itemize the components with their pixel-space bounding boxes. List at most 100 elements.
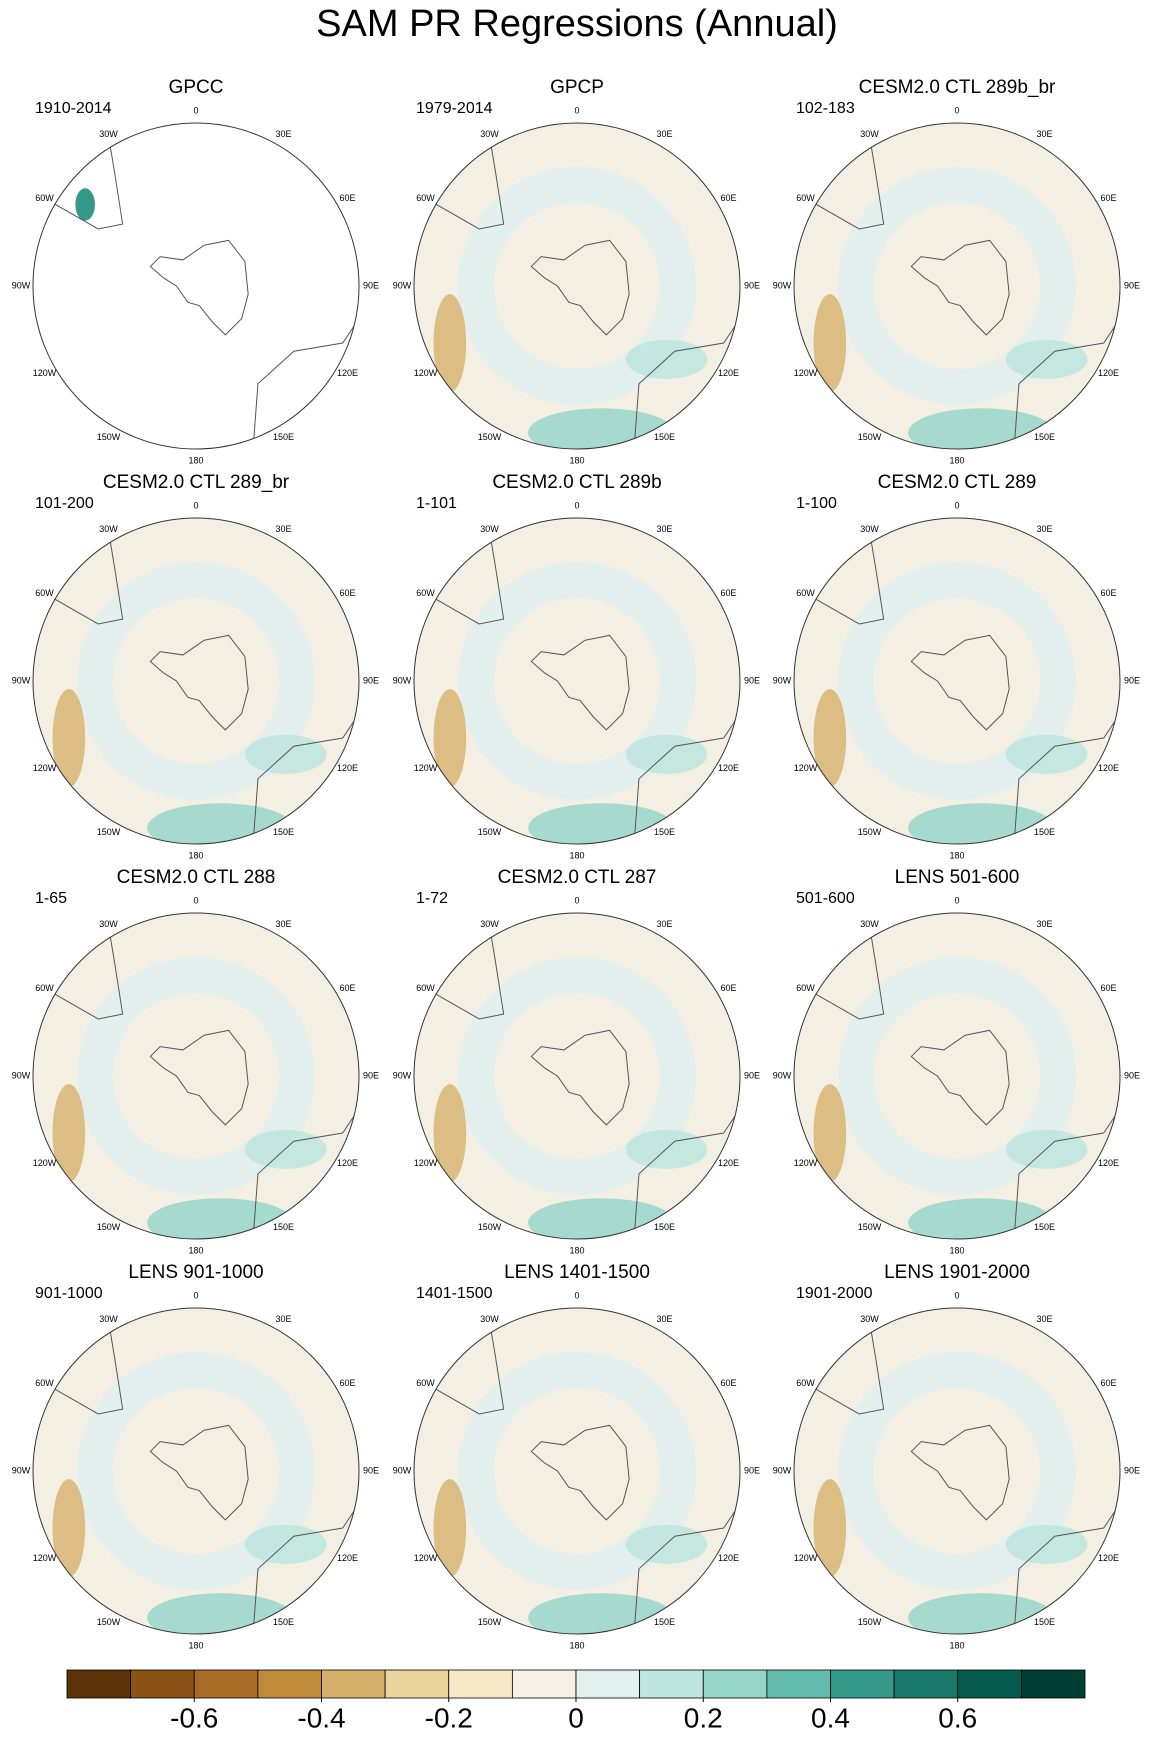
longitude-label: 0 [193, 105, 198, 115]
ring-band [458, 1352, 696, 1590]
colorbar-tick-label: -0.2 [425, 1702, 473, 1733]
longitude-label: 150E [1034, 432, 1055, 442]
map [794, 913, 1120, 1239]
blob [813, 1479, 847, 1577]
longitude-label: 30E [275, 129, 291, 139]
longitude-label: 60W [35, 193, 54, 203]
longitude-label: 30E [275, 919, 291, 929]
antarctica [910, 239, 1010, 336]
south-america [421, 913, 505, 1020]
map-border [32, 517, 360, 845]
longitude-label: 150W [858, 1222, 882, 1232]
australia [252, 318, 359, 449]
longitude-label: 120E [718, 1553, 739, 1563]
longitude-label: 0 [193, 895, 198, 905]
colorbar-box [321, 1669, 386, 1699]
longitude-label: 60E [721, 588, 737, 598]
map-border [413, 1307, 741, 1635]
longitude-label: 150E [654, 827, 675, 837]
longitude-label: 0 [193, 500, 198, 510]
longitude-label: 90W [12, 675, 31, 685]
blob [433, 689, 467, 787]
antarctica [149, 1424, 249, 1521]
blob [625, 734, 708, 774]
longitude-label: 120W [33, 368, 57, 378]
blob [244, 1524, 327, 1564]
longitude-label: 120W [33, 763, 57, 773]
antarctica [530, 239, 630, 336]
longitude-label: 60W [416, 588, 435, 598]
australia [1013, 713, 1120, 844]
antarctica [910, 1029, 1010, 1126]
australia [633, 318, 740, 449]
longitude-label: 90E [744, 675, 760, 685]
antarctica [530, 634, 630, 731]
colorbar-box [384, 1669, 450, 1699]
ring-band [77, 562, 315, 800]
ring-band [458, 957, 696, 1195]
longitude-label: 180 [949, 1245, 964, 1255]
longitude-label: 0 [954, 1290, 959, 1300]
longitude-label: 90E [1124, 280, 1140, 290]
longitude-label: 60W [416, 193, 435, 203]
longitude-label: 60E [1101, 1378, 1117, 1388]
blob [813, 1084, 847, 1182]
blob [147, 803, 294, 844]
south-america [801, 518, 885, 625]
colorbar-box [511, 1669, 577, 1699]
longitude-label: 30W [860, 524, 879, 534]
longitude-label: 120E [718, 1158, 739, 1168]
longitude-label: 30W [99, 919, 118, 929]
longitude-label: 150E [1034, 1222, 1055, 1232]
longitude-label: 30E [1036, 919, 1052, 929]
longitude-label: 90E [363, 280, 379, 290]
longitude-label: 30W [860, 919, 879, 929]
longitude-label: 60E [340, 588, 356, 598]
longitude-label: 90W [773, 1465, 792, 1475]
antarctica [149, 1029, 249, 1126]
colorbar-tick-label: -0.4 [297, 1702, 345, 1733]
south-america [421, 123, 505, 230]
longitude-label: 60W [416, 983, 435, 993]
longitude-label: 180 [569, 1245, 584, 1255]
blob [433, 294, 467, 392]
colorbar-tick-label: -0.6 [170, 1702, 218, 1733]
longitude-label: 150E [1034, 1617, 1055, 1627]
longitude-label: 150W [97, 432, 121, 442]
blob [147, 1593, 294, 1634]
longitude-label: 60W [796, 1378, 815, 1388]
colorbar-box [575, 1669, 641, 1699]
blob [813, 294, 847, 392]
longitude-label: 120E [1098, 1158, 1119, 1168]
ring-band [458, 167, 696, 405]
longitude-label: 120W [794, 368, 818, 378]
longitude-label: 120E [337, 1553, 358, 1563]
blob [244, 1129, 327, 1169]
longitude-label: 30E [275, 1314, 291, 1324]
ring-band [838, 562, 1076, 800]
longitude-label: 90W [773, 280, 792, 290]
longitude-label: 120W [794, 763, 818, 773]
longitude-label: 90W [393, 280, 412, 290]
panel-period: 1-65 [35, 890, 67, 907]
longitude-label: 180 [949, 1640, 964, 1650]
longitude-label: 180 [569, 1640, 584, 1650]
longitude-label: 180 [188, 1245, 203, 1255]
colorbar-box [830, 1669, 895, 1699]
australia [633, 713, 740, 844]
longitude-label: 60E [340, 193, 356, 203]
longitude-label: 90E [744, 1070, 760, 1080]
map-background [33, 123, 359, 449]
longitude-label: 90E [744, 280, 760, 290]
longitude-label: 60W [35, 983, 54, 993]
longitude-label: 150W [478, 1222, 502, 1232]
map [33, 123, 359, 449]
panel-period: 1901-2000 [796, 1285, 873, 1302]
longitude-label: 120W [33, 1553, 57, 1563]
australia [252, 713, 359, 844]
longitude-label: 90E [363, 675, 379, 685]
map [414, 123, 740, 449]
australia [1013, 318, 1120, 449]
blob [625, 339, 708, 379]
panel-period: 1-72 [416, 890, 448, 907]
